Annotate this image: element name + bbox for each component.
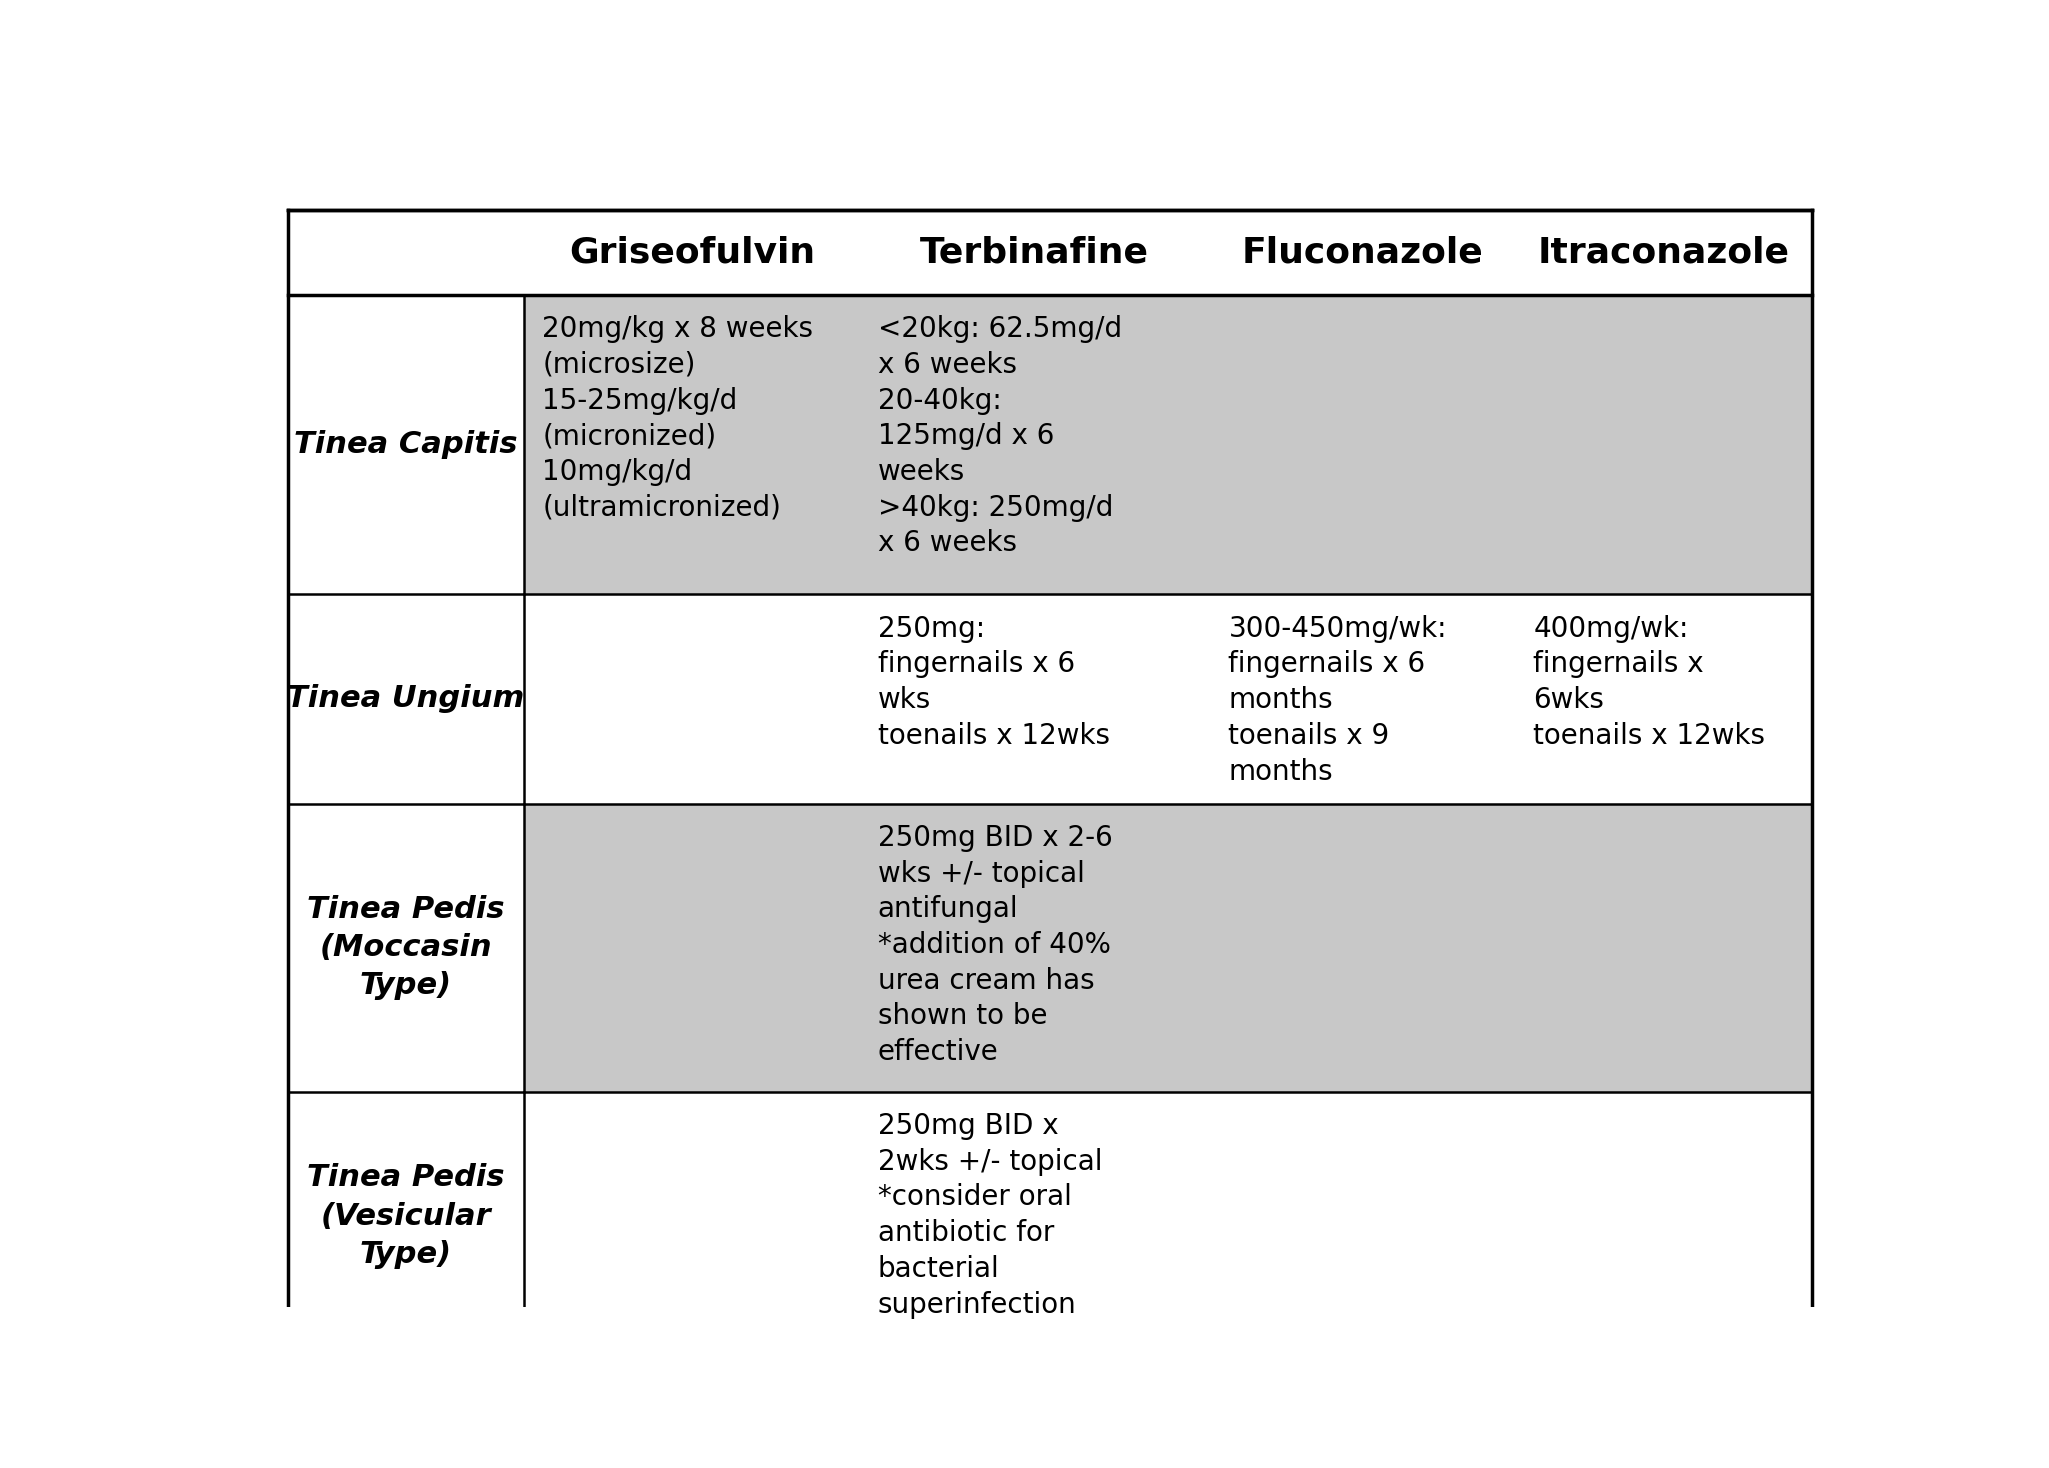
Bar <box>287 803 525 1092</box>
Bar <box>525 1092 1813 1340</box>
Text: 250mg:
fingernails x 6
wks
toenails x 12wks: 250mg: fingernails x 6 wks toenails x 12… <box>877 615 1111 750</box>
Text: Tinea Capitis: Tinea Capitis <box>295 430 518 459</box>
Bar <box>525 803 1813 1092</box>
Text: Tinea Pedis
(Vesicular
Type): Tinea Pedis (Vesicular Type) <box>307 1164 504 1268</box>
Text: Terbinafine: Terbinafine <box>920 235 1149 270</box>
Text: 400mg/wk:
fingernails x
6wks
toenails x 12wks: 400mg/wk: fingernails x 6wks toenails x … <box>1533 615 1766 750</box>
Bar <box>525 595 1813 803</box>
Text: Fluconazole: Fluconazole <box>1242 235 1483 270</box>
Text: 300-450mg/wk:
fingernails x 6
months
toenails x 9
months: 300-450mg/wk: fingernails x 6 months toe… <box>1229 615 1447 785</box>
Text: Tinea Ungium: Tinea Ungium <box>287 684 525 713</box>
Text: 250mg BID x
2wks +/- topical
*consider oral
antibiotic for
bacterial
superinfect: 250mg BID x 2wks +/- topical *consider o… <box>877 1113 1102 1318</box>
Text: <20kg: 62.5mg/d
x 6 weeks
20-40kg:
125mg/d x 6
weeks
>40kg: 250mg/d
x 6 weeks: <20kg: 62.5mg/d x 6 weeks 20-40kg: 125mg… <box>877 316 1123 558</box>
Text: Itraconazole: Itraconazole <box>1537 235 1789 270</box>
Text: Griseofulvin: Griseofulvin <box>570 235 816 270</box>
Bar <box>287 210 1813 295</box>
Bar <box>287 295 525 595</box>
Bar <box>287 595 525 803</box>
Bar <box>287 1092 525 1340</box>
Text: 20mg/kg x 8 weeks
(microsize)
15-25mg/kg/d
(micronized)
10mg/kg/d
(ultramicroniz: 20mg/kg x 8 weeks (microsize) 15-25mg/kg… <box>543 316 813 521</box>
Text: Tinea Pedis
(Moccasin
Type): Tinea Pedis (Moccasin Type) <box>307 895 504 1000</box>
Text: 250mg BID x 2-6
wks +/- topical
antifungal
*addition of 40%
urea cream has
shown: 250mg BID x 2-6 wks +/- topical antifung… <box>877 824 1113 1066</box>
Bar <box>525 295 1813 595</box>
